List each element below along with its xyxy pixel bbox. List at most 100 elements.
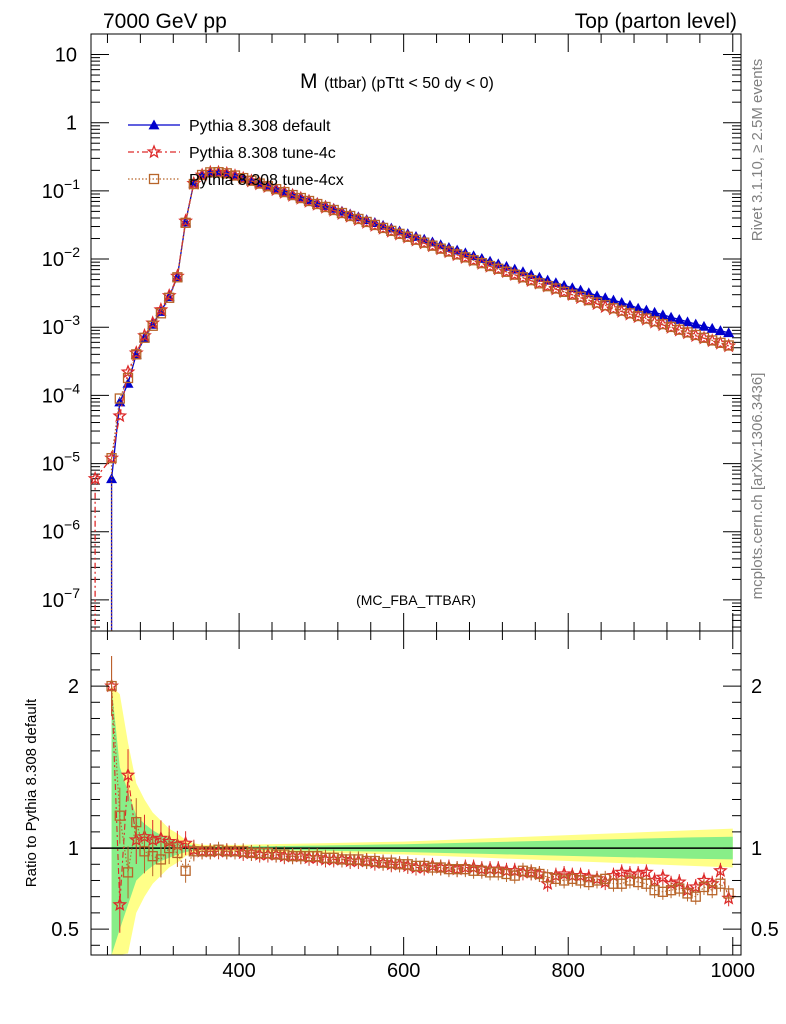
marker-square [707,885,718,896]
marker-square [188,178,199,190]
header-right: Top (parton level) [575,10,737,33]
marker-square [558,875,570,886]
marker-square [229,170,241,181]
marker-square [451,249,463,260]
marker-square [723,888,734,899]
marker-square [369,855,381,867]
x-tick-label: 1000 [711,960,756,982]
marker-square [402,231,413,242]
marker-square [361,216,372,228]
marker-square [633,876,644,888]
marker-square [180,217,191,228]
marker-square [131,817,142,828]
marker-square [312,198,323,210]
marker-square [542,872,553,883]
marker-square [608,303,619,314]
marker-star [120,364,136,379]
y-tick-label: 10−5 [42,449,80,476]
marker-square [213,844,224,855]
marker-triangle [673,313,685,324]
marker-square [608,878,619,889]
marker-square [254,847,265,859]
marker-star [87,470,103,485]
marker-square [287,851,298,862]
marker-square [345,854,356,865]
marker-square [279,849,290,860]
marker-square [262,847,274,859]
main-title-text: (ttbar) (pTtt < 50 dy < 0) [324,75,494,92]
marker-square [682,888,693,899]
marker-star [639,864,654,879]
marker-square [517,272,529,283]
marker-square [674,324,685,335]
marker-square [172,847,183,859]
marker-square [287,189,298,201]
series-line-default [110,171,729,479]
marker-square [698,881,710,893]
marker-square [468,865,479,876]
x-tick-label: 800 [552,960,585,982]
marker-star [112,408,128,423]
marker-square [353,854,364,865]
marker-square [567,289,578,300]
marker-square [682,327,693,338]
y-tick-label: 10−3 [42,312,80,339]
marker-square [460,863,471,875]
marker-square [591,297,603,308]
ratio-axes: 400 600 800 1000 0.5 0.5 1 1 2 2 [51,631,779,982]
x-tick-label: 600 [387,960,420,982]
marker-square [641,313,652,324]
marker-triangle [682,316,694,327]
band-yellow [111,686,733,955]
marker-square [550,283,562,294]
main-title-symbol: M [300,70,318,93]
marker-star [614,864,630,879]
marker-square [238,172,249,184]
y-tick-label: 1 [66,113,77,135]
marker-square [526,275,537,286]
marker-square [443,246,455,257]
marker-square [435,243,446,254]
marker-triangle [583,287,595,298]
marker-triangle [607,294,619,305]
marker-square [476,258,487,269]
marker-square [501,868,512,880]
ratio-y-tick-label-right: 2 [751,676,762,698]
marker-square [526,867,537,878]
marker-triangle [657,309,669,320]
marker-square [616,305,627,316]
marker-square [180,865,191,876]
marker-square [558,286,570,298]
marker-square [410,860,422,872]
marker-square [303,851,315,862]
marker-square [336,854,348,865]
marker-square [550,873,562,885]
marker-square [575,875,586,886]
y-tick-label: 10−2 [42,244,80,271]
marker-square [361,855,372,867]
marker-square [591,875,603,886]
marker-triangle [649,306,661,317]
marker-square [147,851,158,862]
marker-square [583,876,594,888]
marker-square [131,349,142,360]
marker-square [353,213,364,225]
marker-triangle [106,473,118,484]
ratio-uncertainty-band [91,686,741,955]
mcplots-label: mcplots.cern.ch [arXiv:1306.3436] [749,373,766,600]
marker-triangle [352,211,364,222]
marker-square [665,321,677,333]
legend-label: Pythia 8.308 tune-4c [189,145,336,162]
marker-square [320,852,331,863]
marker-square [715,878,726,889]
marker-square [468,255,479,266]
marker-square [106,453,117,464]
marker-square [493,263,504,274]
marker-square [451,863,463,875]
legend-label: Pythia 8.308 tune-4cx [189,172,344,189]
marker-square [114,393,125,404]
marker-square [303,195,315,207]
marker-triangle [385,222,397,233]
legend-label: Pythia 8.308 default [189,118,331,135]
